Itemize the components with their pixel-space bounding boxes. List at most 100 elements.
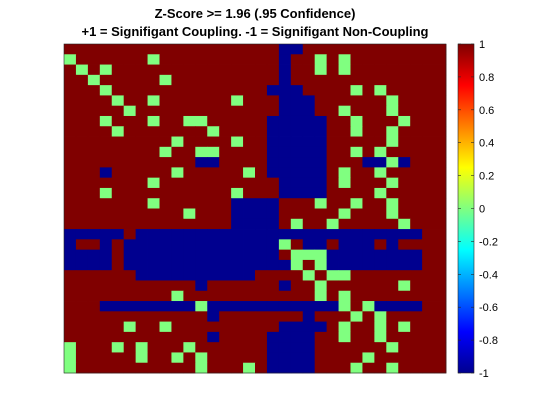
heatmap-cell	[410, 363, 422, 374]
heatmap-cell	[362, 311, 374, 322]
heatmap-cell	[112, 239, 124, 250]
heatmap-cell	[267, 219, 279, 230]
heatmap-cell	[303, 363, 315, 374]
heatmap-cell	[88, 178, 100, 189]
heatmap-cell	[327, 280, 339, 291]
heatmap-cell	[195, 188, 207, 199]
heatmap-cell	[327, 106, 339, 117]
heatmap-cell	[374, 188, 386, 199]
heatmap-cell	[160, 44, 172, 55]
heatmap-cell	[195, 178, 207, 189]
heatmap-cell	[291, 209, 303, 220]
heatmap-cell	[88, 116, 100, 127]
heatmap-cell	[267, 322, 279, 333]
heatmap-cell	[327, 198, 339, 209]
heatmap-cell	[303, 322, 315, 333]
heatmap-cell	[219, 178, 231, 189]
heatmap-cell	[231, 54, 243, 65]
heatmap-cell	[183, 106, 195, 117]
heatmap-cell	[315, 250, 327, 261]
heatmap-cell	[339, 280, 351, 291]
heatmap-cell	[231, 209, 243, 220]
heatmap-cell	[231, 332, 243, 343]
heatmap-cell	[160, 85, 172, 96]
heatmap-cell	[160, 116, 172, 127]
heatmap-cell	[231, 363, 243, 374]
heatmap-cell	[315, 95, 327, 106]
heatmap-cell	[351, 229, 363, 240]
heatmap-cell	[362, 342, 374, 353]
heatmap-cell	[267, 342, 279, 353]
heatmap-cell	[124, 260, 136, 271]
heatmap-cell	[76, 65, 88, 76]
heatmap-cell	[219, 270, 231, 281]
heatmap-cell	[136, 147, 148, 158]
heatmap-cell	[303, 54, 315, 65]
heatmap-cell	[112, 126, 124, 137]
heatmap-cell	[183, 54, 195, 65]
heatmap-cell	[64, 229, 76, 240]
heatmap-cell	[100, 209, 112, 220]
heatmap-cell	[124, 342, 136, 353]
heatmap-cell	[100, 188, 112, 199]
heatmap-cell	[327, 65, 339, 76]
heatmap-cell	[243, 219, 255, 230]
heatmap-cell	[124, 209, 136, 220]
heatmap-cell	[160, 311, 172, 322]
heatmap-cell	[339, 188, 351, 199]
heatmap-cell	[291, 178, 303, 189]
heatmap-cell	[374, 270, 386, 281]
heatmap-cell	[362, 157, 374, 168]
heatmap-cell	[88, 239, 100, 250]
heatmap-cell	[339, 116, 351, 127]
heatmap-cell	[434, 157, 446, 168]
heatmap-cell	[100, 363, 112, 374]
heatmap-cell	[351, 332, 363, 343]
heatmap-cell	[351, 44, 363, 55]
heatmap-cell	[410, 280, 422, 291]
heatmap-cell	[339, 322, 351, 333]
heatmap-cell	[362, 167, 374, 178]
heatmap-cell	[422, 106, 434, 117]
heatmap-cell	[88, 363, 100, 374]
heatmap-cell	[315, 332, 327, 343]
heatmap-cell	[195, 95, 207, 106]
heatmap-cell	[422, 270, 434, 281]
heatmap-cell	[243, 147, 255, 158]
heatmap-cell	[195, 260, 207, 271]
heatmap-cell	[171, 239, 183, 250]
heatmap-cell	[422, 363, 434, 374]
heatmap-cell	[279, 65, 291, 76]
heatmap-cell	[327, 219, 339, 230]
heatmap-cell	[362, 198, 374, 209]
heatmap-cell	[351, 126, 363, 137]
heatmap-cell	[160, 147, 172, 158]
heatmap-cell	[160, 219, 172, 230]
heatmap-cell	[76, 188, 88, 199]
heatmap-cell	[279, 106, 291, 117]
heatmap-cell	[231, 75, 243, 86]
heatmap-cell	[195, 280, 207, 291]
heatmap-cell	[183, 229, 195, 240]
heatmap-cell	[207, 54, 219, 65]
heatmap-cell	[303, 167, 315, 178]
heatmap-cell	[64, 260, 76, 271]
heatmap-cell	[195, 126, 207, 137]
heatmap-cell	[112, 322, 124, 333]
colorbar-tick-label: 0.8	[479, 72, 494, 84]
heatmap-cell	[243, 270, 255, 281]
heatmap-cell	[279, 332, 291, 343]
heatmap-cell	[88, 229, 100, 240]
heatmap-cell	[219, 167, 231, 178]
heatmap-cell	[422, 44, 434, 55]
heatmap-cell	[267, 65, 279, 76]
heatmap-cell	[195, 322, 207, 333]
heatmap-cell	[88, 291, 100, 302]
heatmap-cell	[327, 332, 339, 343]
heatmap-cell	[315, 137, 327, 148]
heatmap-cell	[231, 280, 243, 291]
heatmap-cell	[160, 260, 172, 271]
heatmap-cell	[148, 260, 160, 271]
heatmap-cell	[76, 198, 88, 209]
heatmap-cell	[124, 301, 136, 312]
